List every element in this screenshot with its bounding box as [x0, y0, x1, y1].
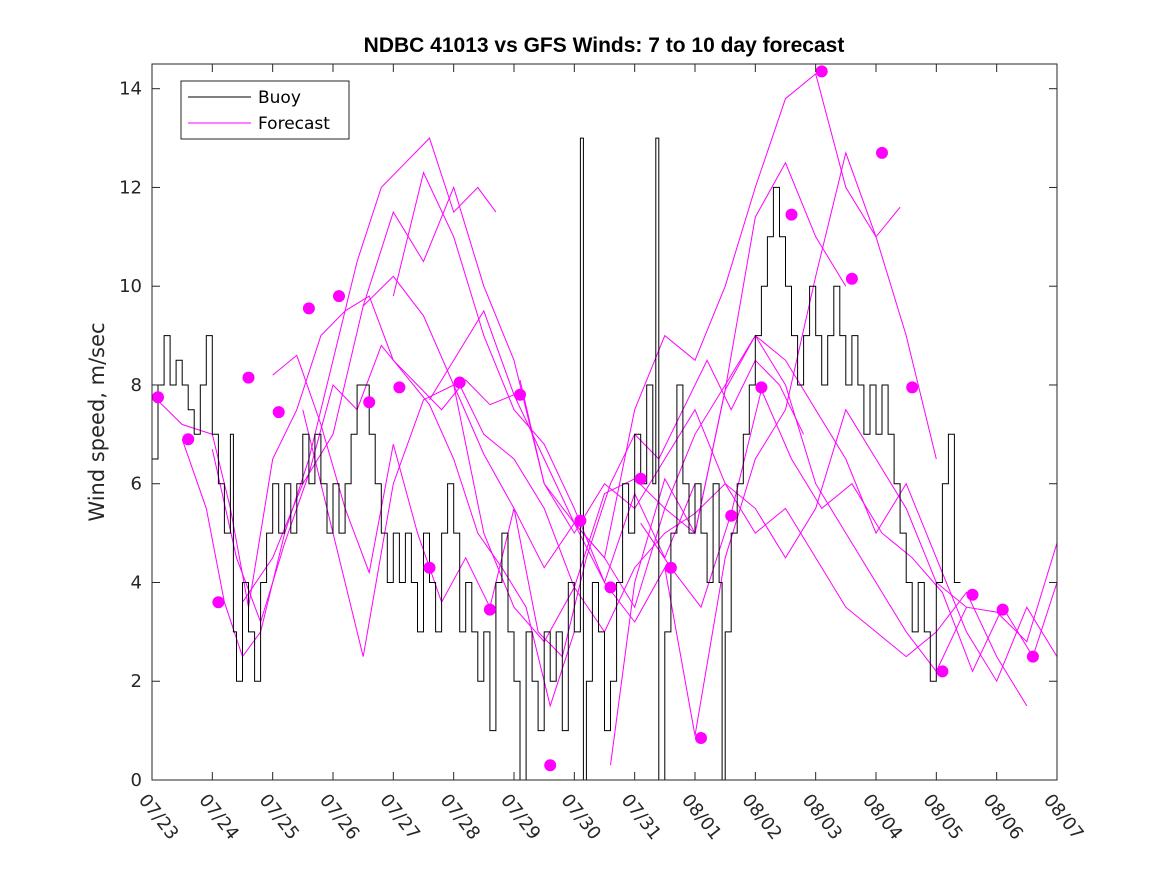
plot-frame: [151, 63, 1058, 781]
y-tick-label: 4: [131, 572, 142, 593]
forecast-marker-11: [453, 376, 466, 389]
forecast-line-8: [392, 151, 937, 736]
legend: Buoy Forecast: [180, 80, 350, 140]
forecast-marker-22: [785, 208, 798, 221]
forecast-marker-13: [514, 388, 526, 401]
forecast-line-3: [211, 344, 575, 708]
forecast-marker-15: [574, 514, 587, 527]
forecast-marker-26: [906, 381, 919, 394]
forecast-line-5: [272, 354, 805, 658]
buoy-line: [152, 137, 961, 781]
forecast-marker-group: [152, 65, 1039, 772]
forecast-marker-9: [393, 381, 406, 394]
forecast-line-4: [242, 275, 696, 603]
y-tick-label: 10: [119, 276, 142, 297]
forecast-marker-23: [815, 65, 828, 78]
forecast-marker-20: [725, 509, 738, 522]
forecast-marker-7: [333, 290, 345, 303]
forecast-marker-18: [664, 561, 677, 574]
forecast-line-11: [519, 379, 1058, 643]
y-tick-label: 14: [119, 79, 142, 100]
y-axis-label: Wind speed, m/sec: [85, 322, 109, 521]
buoy-series-group: [152, 137, 961, 781]
legend-label-buoy: Buoy: [258, 88, 301, 108]
y-tick-label: 0: [131, 770, 142, 791]
forecast-marker-28: [966, 588, 979, 601]
forecast-line-1: [151, 295, 515, 608]
forecast-marker-21: [755, 381, 768, 394]
y-tick-label: 2: [131, 671, 142, 692]
forecast-marker-25: [876, 146, 888, 159]
forecast-line-2: [181, 137, 497, 658]
forecast-line-7: [362, 73, 901, 559]
forecast-line-13: [640, 388, 1058, 673]
forecast-marker-10: [423, 561, 436, 574]
forecast-marker-6: [302, 302, 315, 315]
y-tick-label: 8: [131, 375, 142, 396]
forecast-marker-5: [272, 406, 285, 419]
chart-title: NDBC 41013 vs GFS Winds: 7 to 10 day for…: [364, 34, 845, 57]
forecast-marker-24: [845, 272, 858, 285]
forecast-marker-8: [363, 396, 376, 409]
forecast-marker-2: [182, 433, 195, 446]
forecast-marker-4: [242, 371, 255, 384]
forecast-marker-19: [695, 732, 707, 744]
legend-box: [180, 80, 350, 140]
forecast-marker-12: [483, 603, 496, 616]
forecast-line-12: [610, 334, 1058, 766]
forecast-line-10: [459, 384, 1028, 707]
forecast-marker-1: [152, 391, 164, 404]
y-tick-label: 6: [131, 474, 142, 495]
legend-label-forecast: Forecast: [258, 114, 330, 134]
forecast-marker-29: [996, 603, 1009, 616]
forecast-marker-14: [544, 759, 557, 772]
y-tick-label: 12: [119, 177, 142, 198]
y-axis: 0 2 4 6 8 10 12 14: [119, 79, 1057, 791]
forecast-marker-27: [936, 665, 949, 678]
forecast-marker-16: [604, 581, 617, 594]
forecast-marker-17: [634, 472, 647, 485]
forecast-marker-3: [212, 596, 225, 609]
forecast-marker-30: [1026, 650, 1039, 663]
